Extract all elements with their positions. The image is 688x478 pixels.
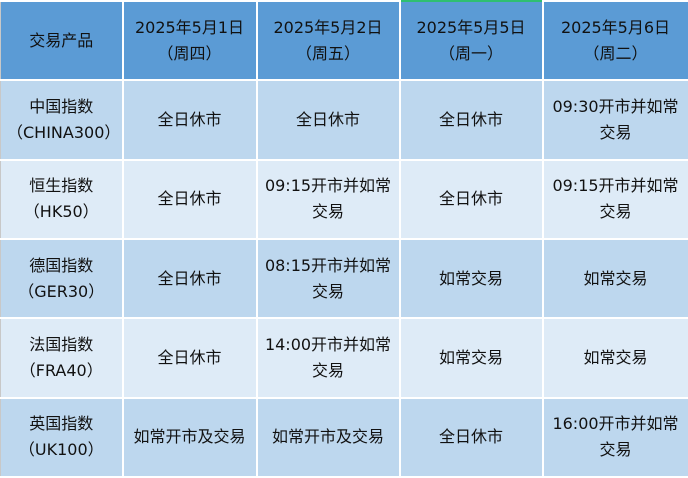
header-date: 2025年5月5日 （周一） [398,0,544,82]
product-code: （HK50） [23,202,99,222]
product-cell: 德国指数 （GER30） [0,237,124,320]
schedule-cell: 如常开市及交易 [121,396,258,478]
schedule-cell: 如常交易 [398,237,544,320]
product-name: 恒生指数 [29,176,94,196]
product-cell: 法国指数 （FRA40） [0,317,124,399]
date-label: 2025年5月2日 [273,17,383,37]
product-code: （GER30） [18,281,105,301]
product-name: 法国指数 [29,334,94,354]
schedule-cell: 全日休市 [121,158,258,240]
product-name: 英国指数 [29,414,94,434]
header-date: 2025年5月6日 （周二） [541,0,688,82]
schedule-cell: 09:30开市并如常交易 [541,79,688,161]
schedule-cell: 如常交易 [541,317,688,399]
schedule-cell: 全日休市 [398,79,544,161]
schedule-cell: 如常开市及交易 [255,396,401,478]
header-product: 交易产品 [0,0,124,82]
product-cell: 英国指数 （UK100） [0,396,124,478]
weekday-label: （周四） [157,43,222,63]
product-code: （UK100） [18,440,104,460]
schedule-cell: 09:15开市并如常交易 [255,158,401,240]
weekday-label: （周一） [438,43,503,63]
product-name: 德国指数 [29,255,94,275]
table-row: 恒生指数 （HK50） 全日休市 09:15开市并如常交易 全日休市 09:15开市并如常… [0,158,688,240]
schedule-cell: 全日休市 [121,317,258,399]
schedule-cell: 全日休市 [121,237,258,320]
product-cell: 恒生指数 （HK50） [0,158,124,240]
product-code: （CHINA300） [7,122,121,142]
schedule-cell: 全日休市 [398,158,544,240]
schedule-cell: 16:00开市并如常交易 [541,396,688,478]
table-row: 法国指数 （FRA40） 全日休市 14:00开市并如常交易 如常交易 如常交易 [0,317,688,399]
schedule-cell: 全日休市 [255,79,401,161]
header-date: 2025年5月1日 （周四） [121,0,258,82]
date-label: 2025年5月6日 [560,17,671,37]
product-code: （FRA40） [19,360,103,380]
product-name: 中国指数 [29,96,94,116]
schedule-cell: 如常交易 [541,237,688,320]
product-cell: 中国指数 （CHINA300） [0,79,124,161]
date-label: 2025年5月1日 [134,17,245,37]
header-date: 2025年5月2日 （周五） [255,0,401,82]
table-row: 英国指数 （UK100） 如常开市及交易 如常开市及交易 全日休市 16:00开市并如常交… [0,396,688,478]
schedule-cell: 全日休市 [398,396,544,478]
header-row: 交易产品 2025年5月1日 （周四） 2025年5月2日 （周五） 2025年5月… [0,0,688,82]
table-row: 德国指数 （GER30） 全日休市 08:15开市并如常交易 如常交易 如常交易 [0,237,688,320]
date-label: 2025年5月5日 [416,17,526,37]
schedule-cell: 09:15开市并如常交易 [541,158,688,240]
weekday-label: （周五） [295,43,360,63]
schedule-cell: 14:00开市并如常交易 [255,317,401,399]
schedule-cell: 全日休市 [121,79,258,161]
table-row: 中国指数 （CHINA300） 全日休市 全日休市 全日休市 09:30开市并如常交易 [0,79,688,161]
schedule-cell: 如常交易 [398,317,544,399]
schedule-cell: 08:15开市并如常交易 [255,237,401,320]
weekday-label: （周二） [583,43,648,63]
